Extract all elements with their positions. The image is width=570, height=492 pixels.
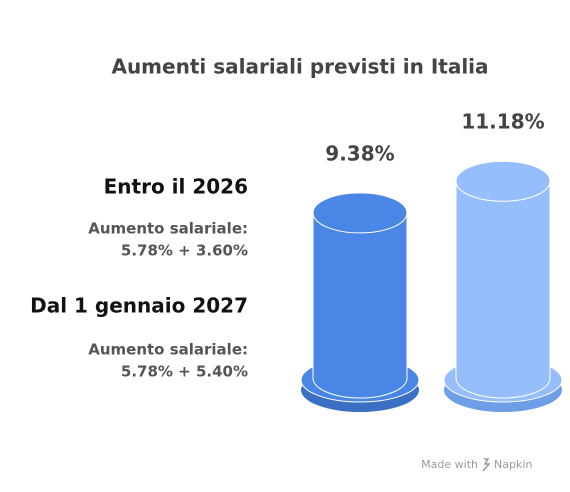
description: Aumento salariale: (88, 341, 248, 359)
napkin-icon (482, 458, 491, 472)
chart-title: Aumenti salariali previsti in Italia (111, 55, 488, 79)
description: 5.78% + 5.40% (121, 363, 248, 381)
cylinder-top (312, 192, 408, 234)
cylinder-top (455, 160, 551, 202)
cylinder-body (455, 180, 551, 399)
value-label: 9.38% (325, 141, 394, 165)
value-label: 11.18% (461, 110, 544, 134)
footer-brand: Napkin (494, 458, 532, 471)
footer-text: Made with (421, 458, 478, 471)
category-label: Dal 1 gennaio 2027 (30, 294, 248, 318)
description: 5.78% + 3.60% (121, 242, 248, 260)
category-label: Entro il 2026 (104, 175, 248, 199)
cylinder-body (312, 212, 408, 399)
description: Aumento salariale: (88, 220, 248, 238)
